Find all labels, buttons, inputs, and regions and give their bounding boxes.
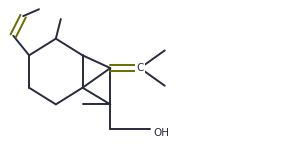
Text: OH: OH xyxy=(153,128,169,138)
Text: C: C xyxy=(136,63,144,73)
